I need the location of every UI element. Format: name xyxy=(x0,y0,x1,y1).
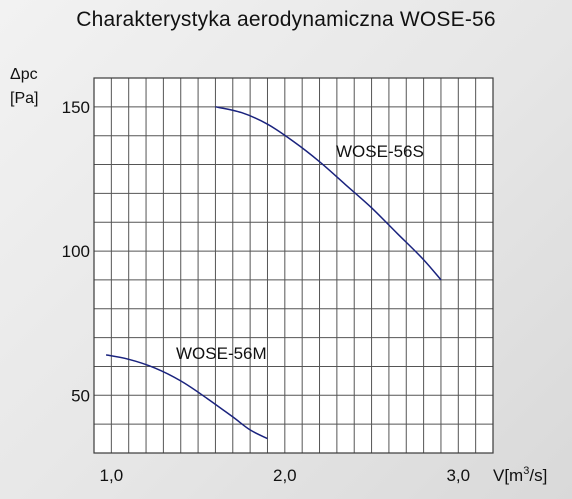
chart-title: Charakterystyka aerodynamiczna WOSE-56 xyxy=(76,8,496,31)
series-label-wose-56m: WOSE-56M xyxy=(176,344,267,363)
y-tick-label: 50 xyxy=(71,386,90,405)
plot-area xyxy=(93,77,494,454)
x-axis-unit: V[m3/s] xyxy=(493,465,547,485)
x-tick-label: 3,0 xyxy=(446,466,470,485)
x-tick-label: 2,0 xyxy=(273,466,297,485)
plot-background xyxy=(94,78,493,453)
x-axis-unit-exponent: 3 xyxy=(523,465,529,477)
y-tick-label: 100 xyxy=(62,242,90,261)
y-axis-unit: [Pa] xyxy=(10,90,39,107)
y-tick-label: 150 xyxy=(62,98,90,117)
y-tick-labels: 50 100 150 xyxy=(62,98,90,405)
x-tick-labels: 1,0 2,0 3,0 xyxy=(100,466,471,485)
plot-border xyxy=(93,77,494,454)
x-axis-unit-prefix: V[m xyxy=(493,466,523,485)
series-line-wose-56s xyxy=(215,106,442,281)
series-line-wose-56m xyxy=(105,354,268,440)
y-axis-label: Δpc xyxy=(10,66,38,83)
grid xyxy=(94,78,493,453)
x-axis-unit-suffix: /s] xyxy=(529,466,547,485)
series-label-wose-56s: WOSE-56S xyxy=(336,142,424,161)
x-tick-label: 1,0 xyxy=(100,466,124,485)
series-lines xyxy=(105,106,442,440)
